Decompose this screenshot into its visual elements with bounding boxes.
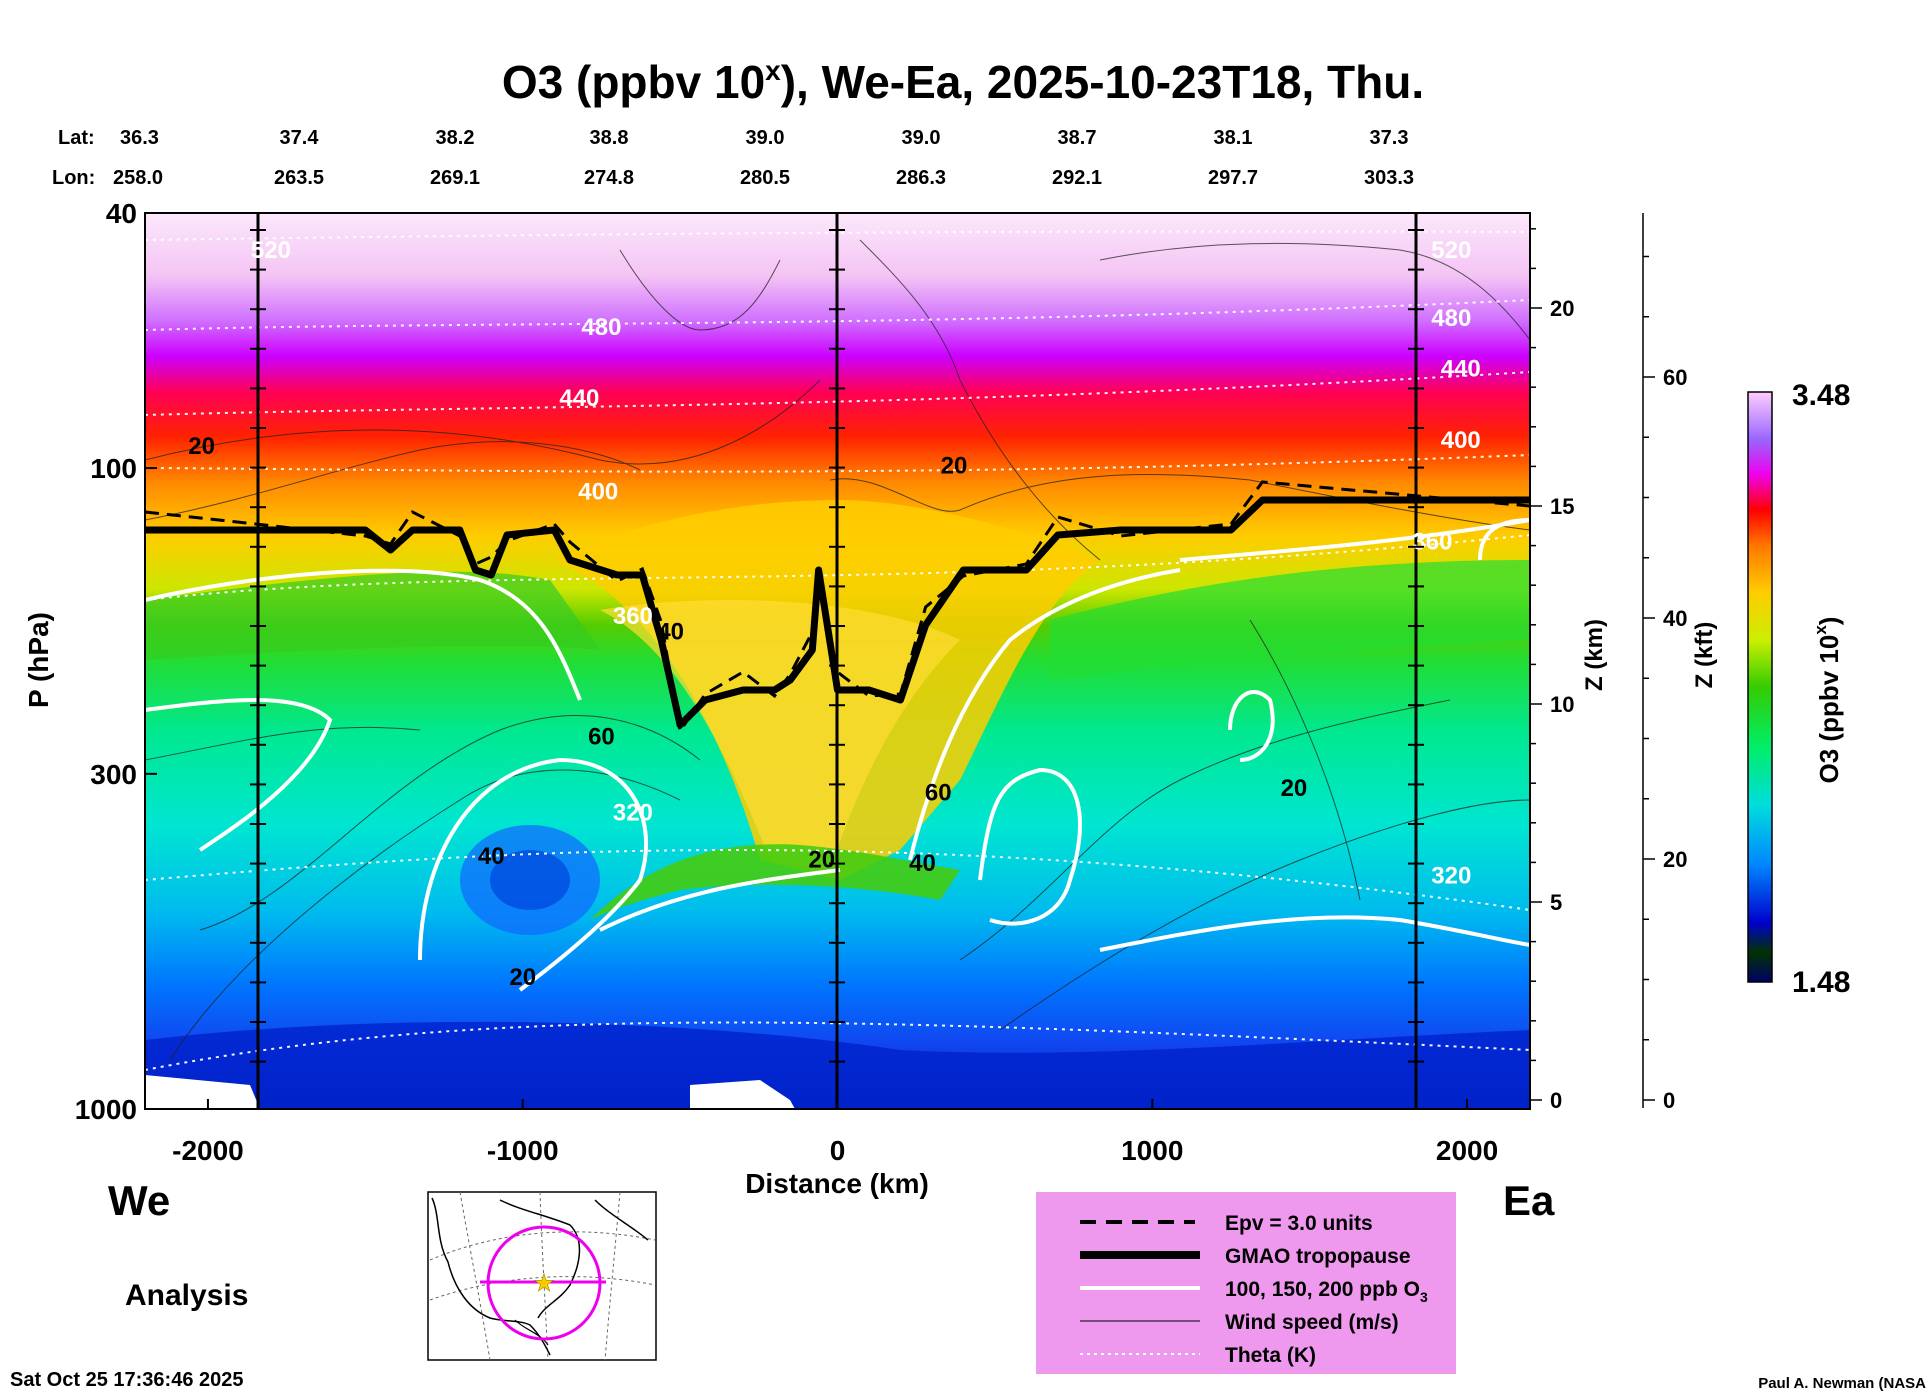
timestamp: Sat Oct 25 17:36:46 2025: [10, 1369, 244, 1391]
z-km-tick-label: 10: [1550, 692, 1574, 717]
theta-label: 440: [559, 385, 599, 412]
theta-label: 320: [1431, 863, 1471, 890]
west-label: We: [108, 1177, 170, 1224]
z-kft-tick-label: 20: [1663, 847, 1687, 872]
z-km-axis: 0 5 10 15 20: [1530, 228, 1574, 1113]
legend: Epv = 3.0 units GMAO tropopause 100, 150…: [1036, 1192, 1456, 1374]
lon-value: 303.3: [1364, 167, 1414, 189]
y-tick-label: 40: [106, 198, 137, 229]
z-km-tick-label: 15: [1550, 494, 1574, 519]
lat-value: 37.4: [280, 127, 320, 149]
z-kft-label: Z (kft): [1691, 622, 1718, 689]
theta-label: 400: [1441, 427, 1481, 454]
theta-label: 360: [613, 603, 653, 630]
tropopause-line: [145, 496, 1530, 729]
legend-ozone: 100, 150, 200 ppb O3: [1225, 1278, 1428, 1305]
lon-value: 297.7: [1208, 167, 1258, 189]
x-axis-label: Distance (km): [745, 1168, 929, 1199]
z-km-tick-label: 5: [1550, 890, 1562, 915]
theta-label: 520: [1431, 237, 1471, 264]
wind-label: 40: [909, 850, 936, 877]
legend-theta: Theta (K): [1225, 1344, 1316, 1367]
x-axis: -2000 -1000 0 1000 2000: [172, 1099, 1498, 1166]
y-tick-label: 100: [90, 453, 137, 484]
lat-value: 38.7: [1058, 127, 1097, 149]
z-kft-axis: 0 20 40 60: [1642, 213, 1687, 1113]
lat-label: Lat:: [58, 127, 95, 149]
colorbar-min: 1.48: [1792, 966, 1850, 999]
z-km-tick-label: 0: [1550, 1088, 1562, 1113]
theta-label: 520: [251, 237, 291, 264]
theta-label: 360: [1412, 529, 1452, 556]
map-star-icon: ★: [533, 1270, 555, 1297]
epv-line: [145, 480, 1530, 735]
colorbar-label: O3 (ppbv 10x): [1811, 617, 1844, 784]
legend-tropopause: GMAO tropopause: [1225, 1245, 1411, 1268]
lon-label: Lon:: [52, 167, 95, 189]
z-kft-tick-label: 40: [1663, 606, 1687, 631]
lon-value: 292.1: [1052, 167, 1102, 189]
lat-value: 38.2: [436, 127, 475, 149]
lon-value: 258.0: [113, 167, 163, 189]
wind-label: 40: [478, 843, 505, 870]
lon-value: 286.3: [896, 167, 946, 189]
wind-label: 60: [925, 779, 952, 806]
x-tick-label: -2000: [172, 1135, 244, 1166]
theta-label: 480: [581, 314, 621, 341]
lat-value: 39.0: [902, 127, 941, 149]
x-tick-label: 2000: [1436, 1135, 1498, 1166]
y-tick-label: 300: [90, 759, 137, 790]
legend-wind: Wind speed (m/s): [1225, 1311, 1399, 1334]
locator-map: ★: [427, 1191, 657, 1361]
lat-value: 38.8: [590, 127, 629, 149]
credit: Paul A. Newman (NASA: [1758, 1375, 1926, 1392]
lon-value: 280.5: [740, 167, 790, 189]
theta-label: 480: [1431, 305, 1471, 332]
chart-title: O3 (ppbv 10x), We-Ea, 2025-10-23T18, Thu…: [502, 55, 1424, 108]
y-axis: 40 100 300 1000: [75, 198, 157, 1125]
x-tick-label: 1000: [1121, 1135, 1183, 1166]
wind-label: 20: [1281, 775, 1308, 802]
lat-value: 36.3: [120, 127, 159, 149]
theta-label: 320: [613, 800, 653, 827]
lat-value: 38.1: [1214, 127, 1253, 149]
y-axis-label: P (hPa): [23, 612, 54, 708]
x-tick-label: -1000: [487, 1135, 559, 1166]
theta-label: 440: [1441, 356, 1481, 383]
wind-label: 20: [808, 847, 835, 874]
z-kft-tick-label: 0: [1663, 1088, 1675, 1113]
z-km-label: Z (km): [1581, 619, 1608, 691]
lon-value: 269.1: [430, 167, 480, 189]
wind-label: 20: [509, 964, 536, 991]
wind-label: 40: [657, 618, 684, 645]
longitude-row: 258.0 263.5 269.1 274.8 280.5 286.3 292.1 297.7…: [113, 167, 1414, 189]
wind-label: 60: [588, 724, 615, 751]
z-km-tick-label: 20: [1550, 296, 1574, 321]
legend-epv: Epv = 3.0 units: [1225, 1212, 1373, 1235]
lat-value: 39.0: [746, 127, 785, 149]
wind-label: 20: [188, 433, 215, 460]
analysis-label: Analysis: [125, 1279, 248, 1312]
z-kft-tick-label: 60: [1663, 365, 1687, 390]
lat-value: 37.3: [1370, 127, 1409, 149]
lon-value: 263.5: [274, 167, 324, 189]
east-label: Ea: [1503, 1177, 1555, 1224]
y-tick-label: 1000: [75, 1094, 137, 1125]
lon-value: 274.8: [584, 167, 634, 189]
wind-label: 20: [941, 453, 968, 480]
x-tick-label: 0: [830, 1135, 846, 1166]
colorbar: [1747, 391, 1773, 983]
theta-label: 400: [578, 479, 618, 506]
latitude-row: 36.3 37.4 38.2 38.8 39.0 39.0 38.7 38.1 37.3: [120, 127, 1408, 149]
ozone-field: 520 480 440 400 360 320 520 480 440 400 360 320 20 2…: [145, 213, 1530, 1109]
colorbar-max: 3.48: [1792, 379, 1850, 412]
